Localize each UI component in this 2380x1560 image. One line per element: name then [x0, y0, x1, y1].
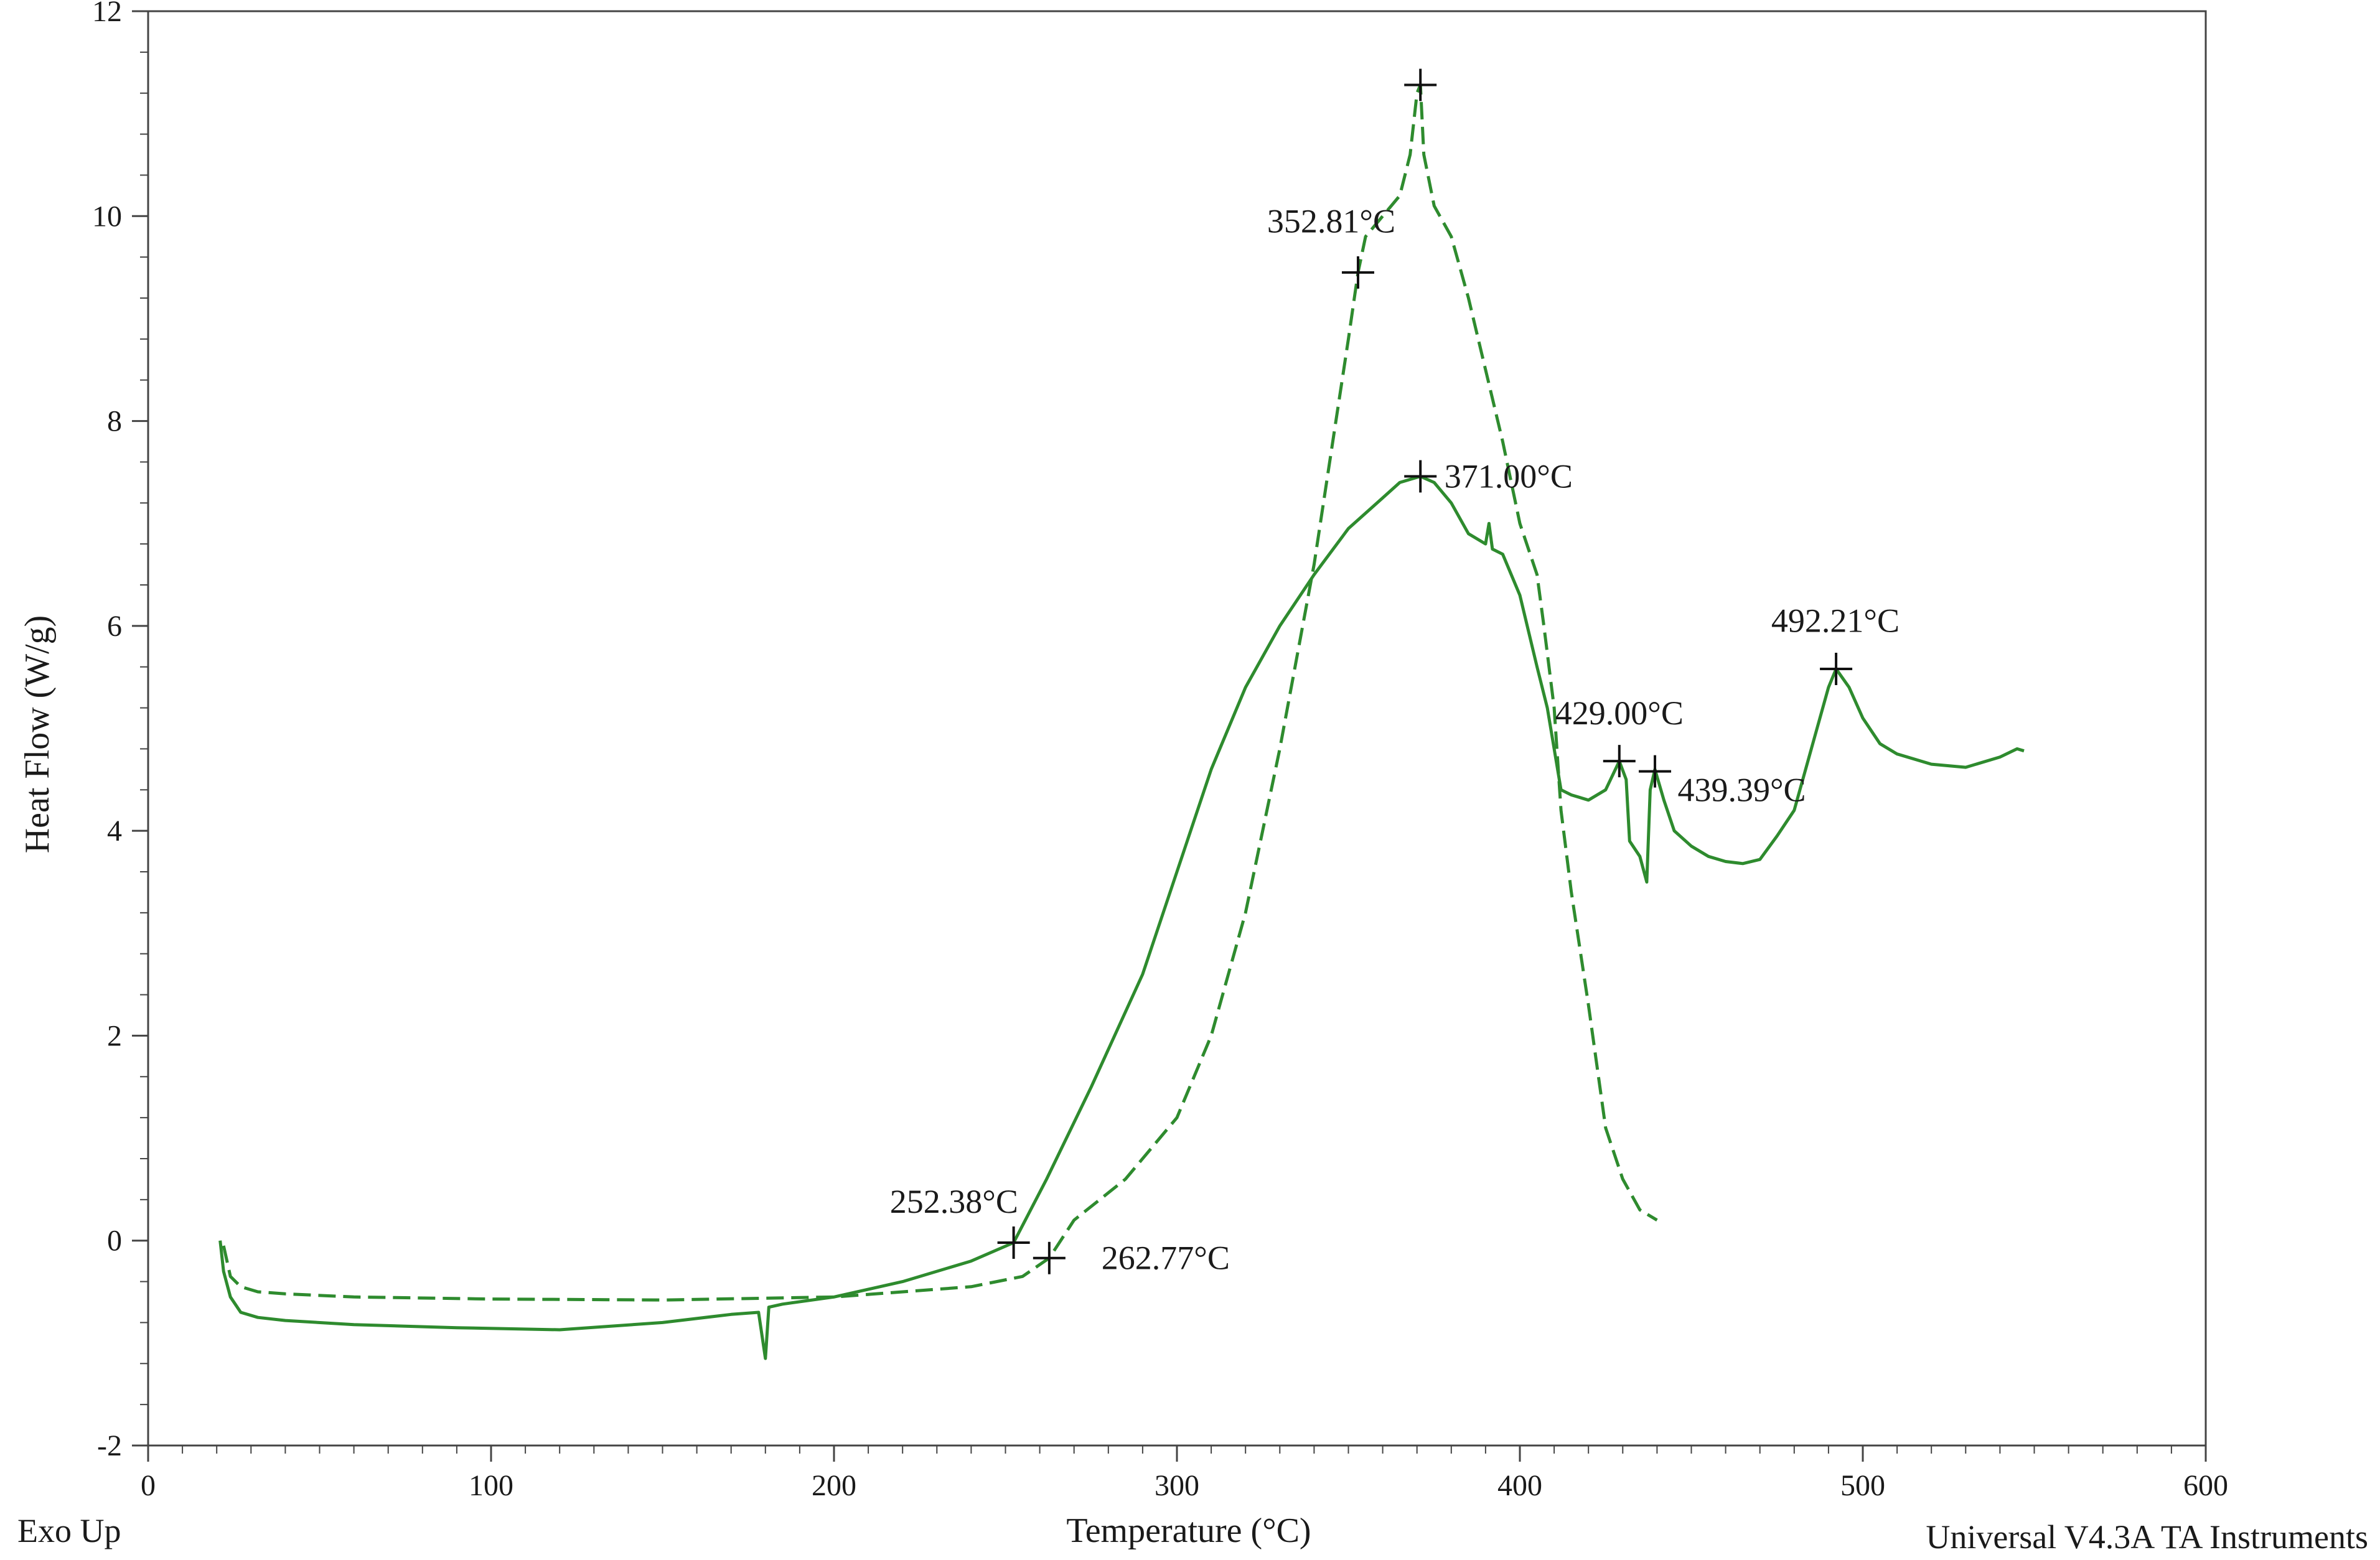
y-tick-label: 2: [107, 1019, 122, 1052]
y-tick-label: -2: [97, 1429, 122, 1462]
x-tick-label: 0: [141, 1469, 156, 1502]
exo-up-label: Exo Up: [17, 1512, 121, 1549]
x-axis-title: Temperature (°C): [1066, 1511, 1311, 1550]
peak-label: 492.21°C: [1771, 602, 1900, 640]
x-tick-label: 300: [1155, 1469, 1199, 1502]
y-tick-label: 10: [92, 200, 122, 233]
peak-marker: [1603, 745, 1636, 778]
peak-marker: [1033, 1241, 1066, 1274]
y-tick-label: 8: [107, 405, 122, 438]
peak-marker: [1341, 256, 1374, 289]
x-tick-label: 500: [1840, 1469, 1885, 1502]
y-tick-label: 4: [107, 815, 122, 848]
x-tick-label: 400: [1497, 1469, 1542, 1502]
axes: -2 0 2 4 6 8 10 12 0 100 200 300 400 500 600: [92, 0, 2228, 1502]
y-axis-title: Heat Flow (W/g): [18, 615, 57, 854]
peak-marker: [1404, 68, 1437, 101]
x-tick-label: 200: [812, 1469, 856, 1502]
series-line-solid: [218, 475, 2025, 1360]
y-tick-label: 6: [107, 610, 122, 643]
series-layer: [218, 83, 2025, 1360]
peak-label: 429.00°C: [1555, 694, 1684, 732]
y-tick-label: 0: [107, 1225, 122, 1258]
peak-label: 262.77°C: [1102, 1240, 1230, 1277]
x-tick-label: 600: [2183, 1469, 2228, 1502]
peak-label: 352.81°C: [1267, 203, 1395, 240]
instrument-label: Universal V4.3A TA Instruments: [1926, 1518, 2368, 1556]
markers-layer: 252.38°C 262.77°C 352.81°C 371.00°C 429.00°C…: [890, 68, 1900, 1277]
peak-label: 252.38°C: [890, 1183, 1018, 1220]
peak-marker: [1820, 653, 1853, 686]
peak-marker: [1639, 755, 1672, 788]
peak-marker: [1404, 460, 1437, 493]
peak-label: 439.39°C: [1677, 771, 1806, 808]
y-tick-label: 12: [92, 0, 122, 28]
peak-marker: [997, 1226, 1030, 1259]
peak-label: 371.00°C: [1445, 457, 1573, 495]
x-tick-label: 100: [469, 1469, 513, 1502]
series-line-dashed: [222, 83, 1658, 1302]
